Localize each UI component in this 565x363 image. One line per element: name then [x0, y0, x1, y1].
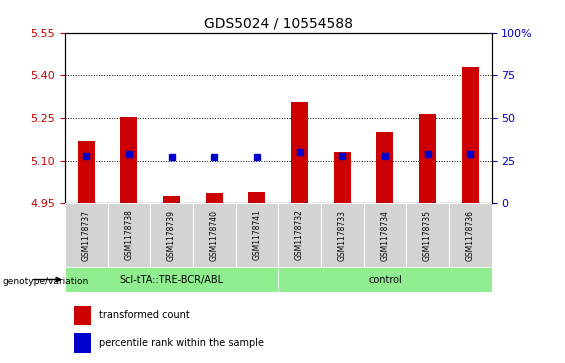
- Bar: [419, 114, 436, 203]
- Bar: [193, 203, 236, 267]
- Text: GSM1178741: GSM1178741: [253, 209, 262, 261]
- Text: GSM1178736: GSM1178736: [466, 209, 475, 261]
- Bar: [334, 152, 351, 203]
- Bar: [449, 203, 492, 267]
- Text: GSM1178733: GSM1178733: [338, 209, 347, 261]
- Text: GSM1178737: GSM1178737: [82, 209, 91, 261]
- Bar: [206, 193, 223, 203]
- Bar: [65, 267, 278, 292]
- Bar: [120, 117, 137, 203]
- Text: control: control: [368, 274, 402, 285]
- Bar: [406, 203, 449, 267]
- Text: GSM1178734: GSM1178734: [380, 209, 389, 261]
- Bar: [150, 203, 193, 267]
- Text: percentile rank within the sample: percentile rank within the sample: [99, 338, 264, 348]
- Text: GSM1178732: GSM1178732: [295, 209, 304, 261]
- Bar: [364, 203, 406, 267]
- Bar: [163, 196, 180, 203]
- Text: GSM1178740: GSM1178740: [210, 209, 219, 261]
- Bar: [65, 203, 107, 267]
- Bar: [321, 203, 364, 267]
- Text: transformed count: transformed count: [99, 310, 190, 321]
- Text: GSM1178738: GSM1178738: [124, 209, 133, 261]
- Bar: [376, 132, 393, 203]
- Bar: [462, 67, 479, 203]
- Title: GDS5024 / 10554588: GDS5024 / 10554588: [204, 16, 353, 30]
- Text: genotype/variation: genotype/variation: [3, 277, 89, 286]
- Bar: [279, 267, 492, 292]
- Bar: [279, 203, 321, 267]
- Text: GSM1178735: GSM1178735: [423, 209, 432, 261]
- Bar: [73, 306, 90, 325]
- Bar: [236, 203, 278, 267]
- Bar: [78, 141, 95, 203]
- Text: Scl-tTA::TRE-BCR/ABL: Scl-tTA::TRE-BCR/ABL: [120, 274, 224, 285]
- Bar: [107, 203, 150, 267]
- Bar: [249, 192, 266, 203]
- Bar: [291, 102, 308, 203]
- Text: GSM1178739: GSM1178739: [167, 209, 176, 261]
- Bar: [73, 333, 90, 353]
